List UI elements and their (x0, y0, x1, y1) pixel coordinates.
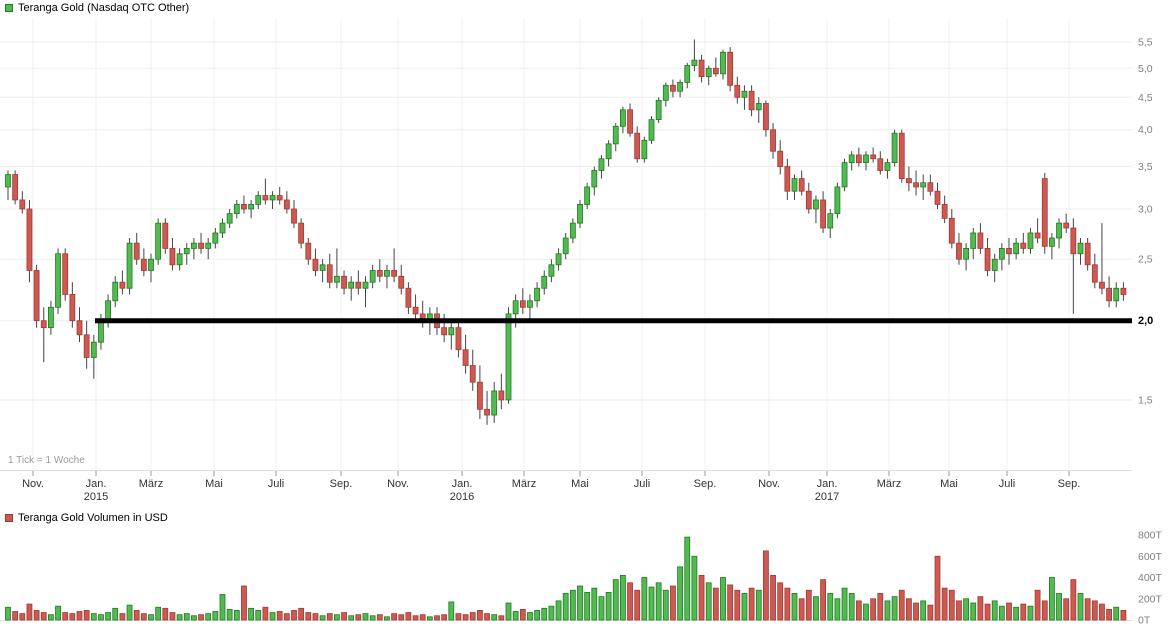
svg-text:Mai: Mai (205, 478, 223, 490)
tick-interval-note: 1 Tick = 1 Woche (8, 455, 85, 466)
svg-text:3,0: 3,0 (1138, 203, 1153, 215)
svg-text:März: März (139, 478, 163, 490)
svg-text:600T: 600T (1138, 551, 1163, 563)
svg-text:Sep.: Sep. (694, 478, 717, 490)
svg-text:Jan.: Jan. (452, 478, 473, 490)
svg-text:1,5: 1,5 (1138, 394, 1153, 406)
svg-text:Jan.: Jan. (86, 478, 107, 490)
price-chart-legend: Teranga Gold (Nasdaq OTC Other) (5, 2, 189, 14)
svg-text:3,5: 3,5 (1138, 161, 1153, 173)
svg-text:4,0: 4,0 (1138, 124, 1153, 136)
svg-text:Juli: Juli (999, 478, 1016, 490)
svg-text:Sep.: Sep. (330, 478, 353, 490)
svg-text:Mai: Mai (940, 478, 958, 490)
svg-text:200T: 200T (1138, 593, 1163, 605)
svg-text:5,0: 5,0 (1138, 63, 1153, 75)
svg-text:800T: 800T (1138, 530, 1163, 542)
volume-chart-legend: Teranga Gold Volumen in USD (5, 512, 168, 524)
svg-text:März: März (512, 478, 536, 490)
volume-series-color-marker (5, 514, 13, 522)
svg-text:2,5: 2,5 (1138, 254, 1153, 266)
svg-text:0T: 0T (1138, 615, 1151, 627)
svg-text:2015: 2015 (84, 491, 108, 503)
volume-chart-title: Teranga Gold Volumen in USD (18, 512, 168, 524)
svg-text:5,5: 5,5 (1138, 37, 1153, 49)
svg-text:400T: 400T (1138, 572, 1163, 584)
price-chart-title: Teranga Gold (Nasdaq OTC Other) (18, 2, 190, 14)
svg-text:Sep.: Sep. (1058, 478, 1081, 490)
svg-text:2,0: 2,0 (1138, 315, 1153, 327)
svg-text:2017: 2017 (815, 491, 839, 503)
svg-text:Juli: Juli (268, 478, 285, 490)
svg-text:Nov.: Nov. (22, 478, 44, 490)
svg-text:Juli: Juli (634, 478, 651, 490)
svg-text:Nov.: Nov. (387, 478, 409, 490)
svg-text:Jan.: Jan. (817, 478, 838, 490)
svg-text:2016: 2016 (450, 491, 474, 503)
svg-text:4,5: 4,5 (1138, 92, 1153, 104)
price-series-color-marker (5, 4, 13, 12)
volume-chart-canvas: 800T 600T 400T 200T 0T (0, 530, 1163, 627)
svg-text:März: März (877, 478, 901, 490)
svg-text:Nov.: Nov. (758, 478, 780, 490)
svg-text:Mai: Mai (571, 478, 589, 490)
